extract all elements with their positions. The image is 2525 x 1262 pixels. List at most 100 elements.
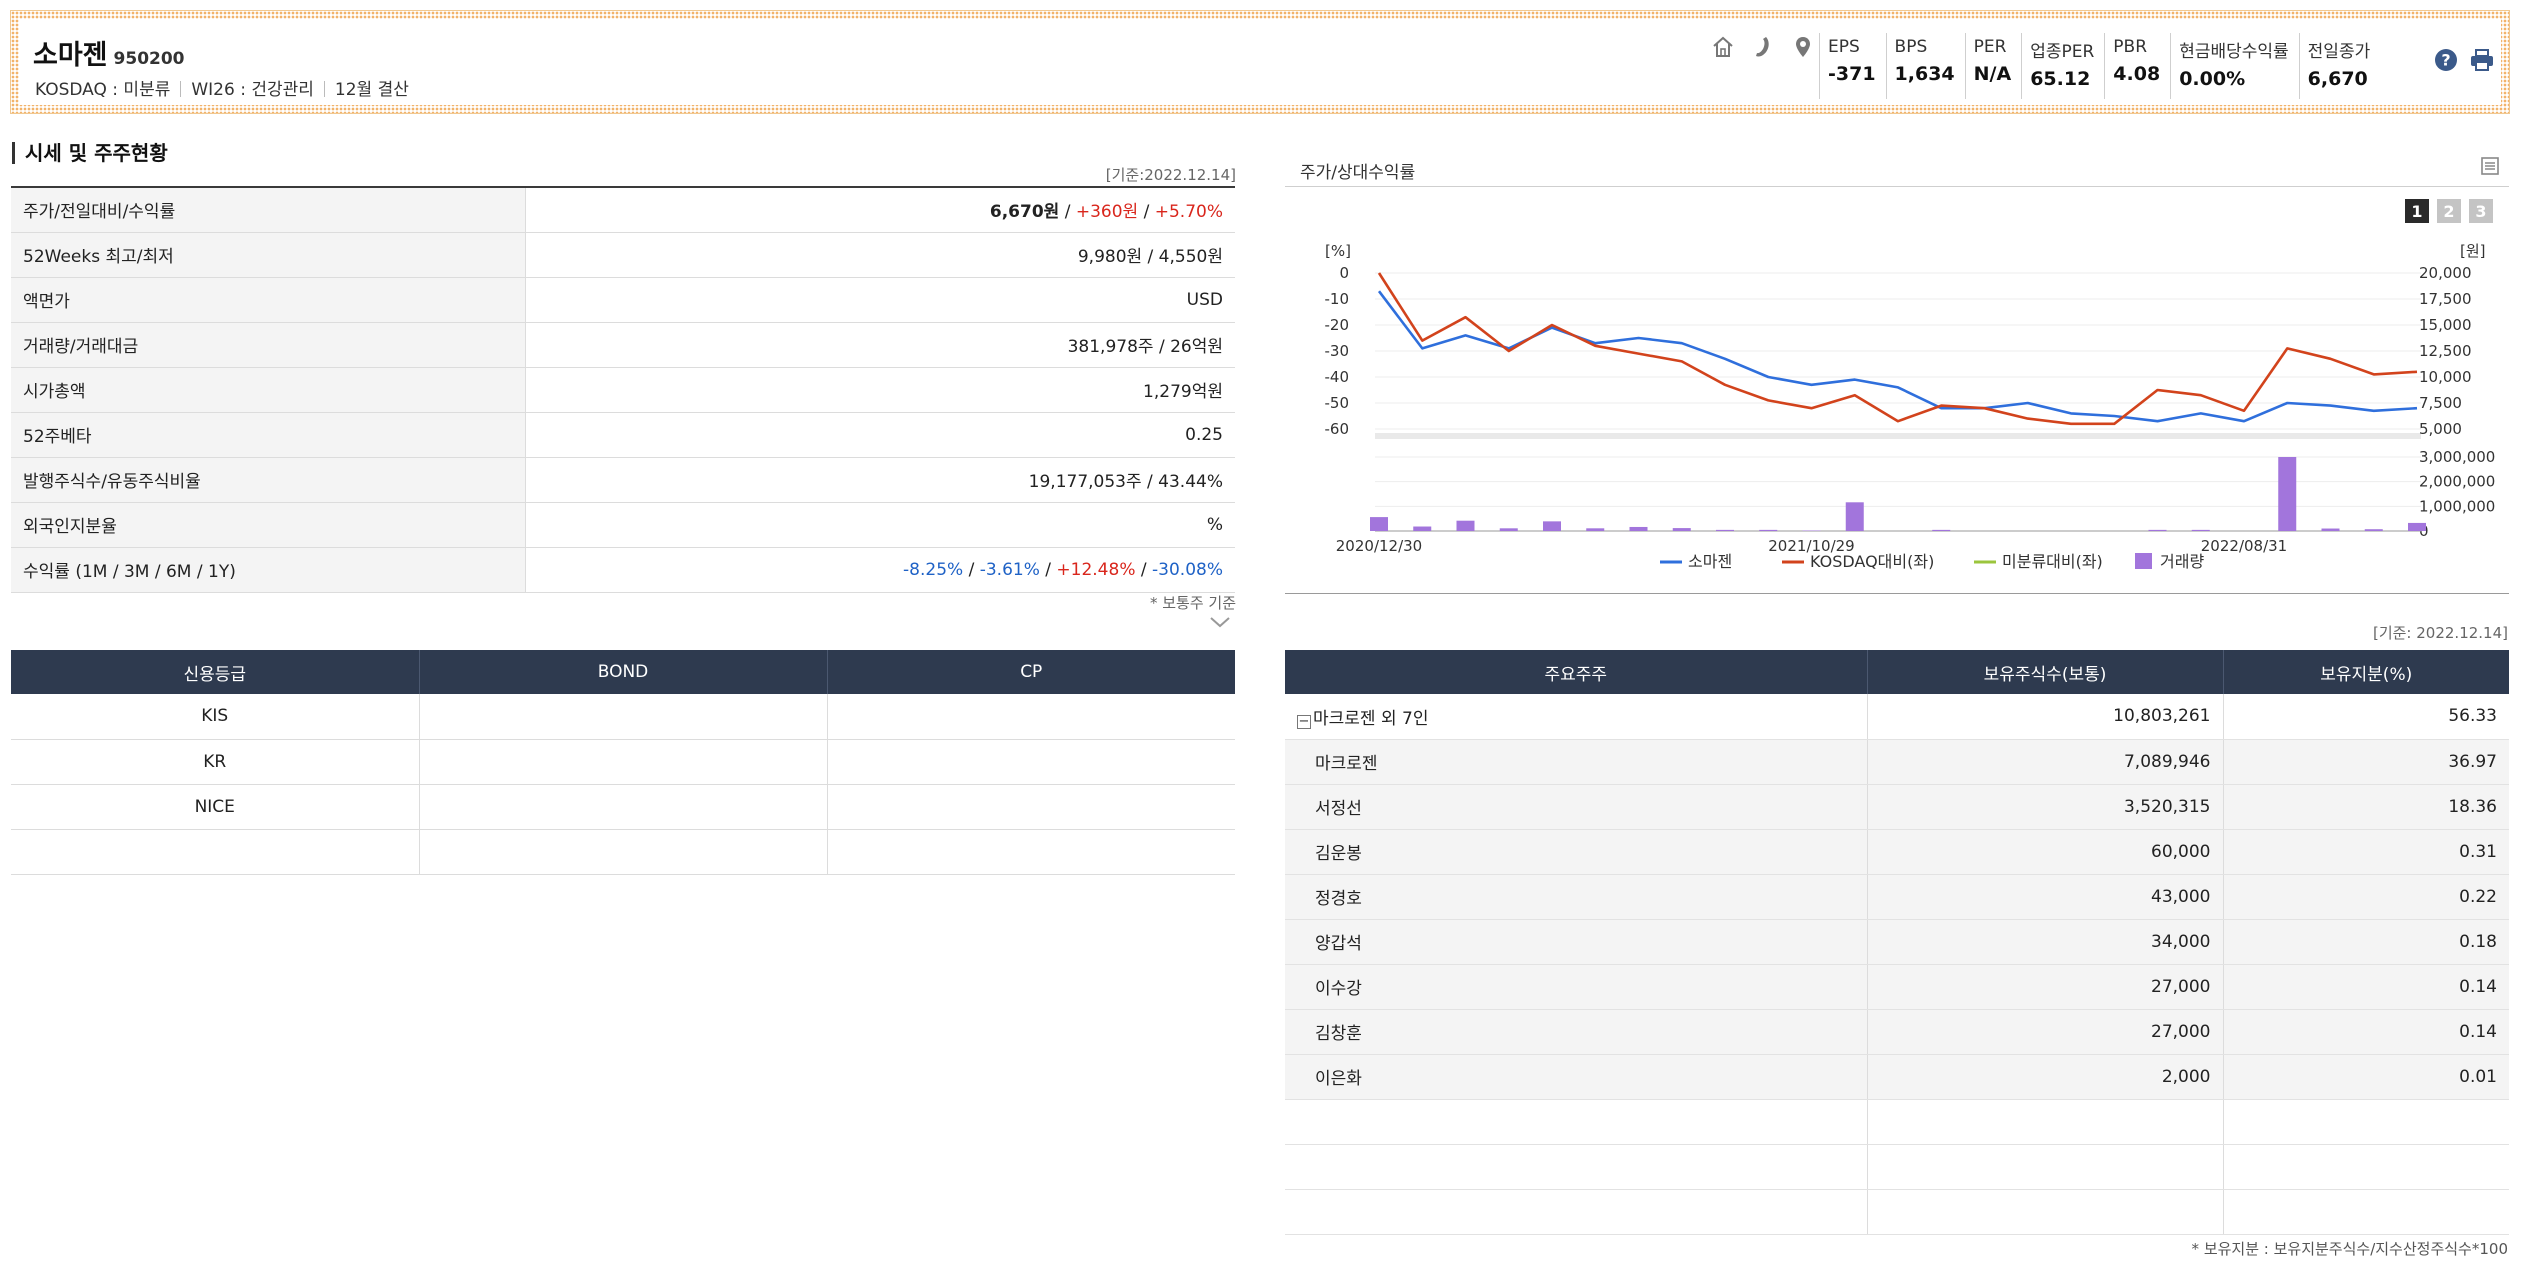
shareholder-group-row[interactable]: − 마크로젠 외 7인 10,803,261 56.33 (1285, 694, 2509, 740)
empty-cell (2223, 1144, 2509, 1190)
shares-held: 27,000 (1867, 1009, 2224, 1055)
chart-tab[interactable]: 3 (2469, 199, 2493, 223)
print-icon[interactable] (2469, 47, 2495, 73)
volume-bar (1932, 529, 1951, 531)
ownership-pct: 56.33 (2223, 694, 2509, 740)
column-header: 신용등급 (11, 650, 420, 694)
value-part: / (963, 559, 980, 580)
volume-tick-label: 1,000,000 (2419, 497, 2495, 515)
metric-per: PER N/A (1964, 33, 2022, 99)
rating-value (419, 784, 828, 830)
phone-icon[interactable] (1751, 35, 1775, 59)
series-line (1377, 290, 2418, 423)
info-row: 시가총액 1,279억원 (11, 367, 1235, 413)
ownership-pct: 0.31 (2223, 829, 2509, 875)
left-tick-label: -10 (1325, 290, 1350, 308)
shares-held: 2,000 (1867, 1054, 2224, 1100)
ownership-pct: 0.18 (2223, 919, 2509, 965)
info-row: 52주베타 0.25 (11, 412, 1235, 458)
shareholders-table: 주요주주 보유주식수(보통) 보유지분(%) − 마크로젠 외 7인 10,803,… (1285, 650, 2509, 1235)
shareholder-row: 정경호 43,000 0.22 (1285, 874, 2509, 920)
help-icon[interactable]: ? (2433, 47, 2459, 73)
chevron-down-icon[interactable] (1208, 614, 1232, 630)
location-icon[interactable] (1791, 35, 1815, 59)
value-part: 381,978주 / 26억원 (1067, 337, 1223, 357)
key-metrics: EPS -371 BPS 1,634 PER N/A 업종PER 65.12 PBR 4.… (1819, 33, 2380, 99)
info-value: 0.25 (525, 412, 1235, 458)
value-part: +5.70% (1154, 202, 1223, 223)
legend-label: KOSDAQ대비(좌) (1810, 552, 1934, 571)
left-tick-label: -20 (1325, 316, 1350, 334)
section-title: 시세 및 주주현황 (12, 142, 168, 164)
right-tick-label: 20,000 (2419, 264, 2472, 282)
volume-bar (1370, 517, 1388, 531)
value-part: % (1206, 514, 1223, 535)
x-tick-label: 2020/12/30 (1336, 537, 1422, 555)
column-header: 보유지분(%) (2223, 650, 2509, 694)
sector-classification: WI26 : 건강관리 (191, 80, 314, 100)
value-part: +360원 (1075, 202, 1139, 223)
volume-bar (2364, 529, 2383, 531)
volume-bar (1759, 529, 1778, 531)
shares-held: 60,000 (1867, 829, 2224, 875)
x-tick-label: 2022/08/31 (2201, 537, 2287, 555)
empty-row (1285, 1144, 2509, 1190)
collapse-icon[interactable]: − (1297, 713, 1311, 729)
volume-bar (2191, 529, 2210, 531)
right-tick-label: 7,500 (2419, 394, 2462, 412)
legend-label: 거래량 (2160, 552, 2204, 571)
value-part: -3.61% (979, 559, 1040, 580)
left-axis-unit: [%] (1325, 242, 1351, 260)
shareholder-name: 서정선 (1285, 784, 1868, 830)
rating-value (419, 739, 828, 785)
shareholder-name: 이은화 (1285, 1054, 1868, 1100)
shareholder-row: 서정선 3,520,315 18.36 (1285, 784, 2509, 830)
column-header: BOND (419, 650, 828, 694)
metric-prev-close: 전일종가 6,670 (2298, 33, 2381, 99)
shareholder-name: 김창훈 (1285, 1009, 1868, 1055)
ownership-pct: 0.14 (2223, 964, 2509, 1010)
rating-value (827, 784, 1235, 830)
left-tick-label: 0 (1339, 264, 1349, 282)
volume-bar (1413, 526, 1432, 531)
pane-separator (1375, 433, 2421, 439)
info-value: % (525, 502, 1235, 548)
metric-value: 0.00% (2179, 68, 2246, 90)
volume-bar (2148, 529, 2167, 531)
volume-bar (1716, 529, 1734, 531)
volume-bar (1629, 526, 1648, 531)
empty-cell (1285, 1144, 1868, 1190)
metric-sector-per: 업종PER 65.12 (2021, 33, 2104, 99)
chart-tab[interactable]: 1 (2405, 199, 2429, 223)
info-row: 액면가 USD (11, 277, 1235, 323)
metric-value: 1,634 (1894, 63, 1955, 85)
legend-label: 소마젠 (1688, 552, 1732, 571)
right-tick-label: 17,500 (2419, 290, 2472, 308)
shareholder-name: 김운봉 (1285, 829, 1868, 875)
shareholder-row: 마크로젠 7,089,946 36.97 (1285, 739, 2509, 785)
legend-swatch (2135, 553, 2152, 569)
common-stock-note: * 보통주 기준 (1149, 594, 1236, 612)
home-icon[interactable] (1711, 35, 1735, 59)
metric-eps: EPS -371 (1819, 33, 1886, 99)
shareholder-name: 정경호 (1285, 874, 1868, 920)
metric-label: 현금배당수익률 (2179, 42, 2289, 62)
value-part: 1,279억원 (1143, 382, 1223, 402)
ownership-pct: 36.97 (2223, 739, 2509, 785)
fiscal-month: 12월 결산 (334, 80, 409, 100)
legend-label: 미분류대비(좌) (2002, 552, 2103, 571)
chart-tab[interactable]: 2 (2437, 199, 2461, 223)
ownership-pct: 0.22 (2223, 874, 2509, 920)
company-meta: KOSDAQ : 미분류 WI26 : 건강관리 12월 결산 (35, 75, 409, 100)
shareholder-name[interactable]: − 마크로젠 외 7인 (1285, 694, 1868, 740)
shares-held: 43,000 (1867, 874, 2224, 920)
basis-date: [기준:2022.12.14] (1105, 166, 1236, 184)
list-icon[interactable] (2480, 156, 2500, 176)
rating-agency (11, 829, 420, 875)
right-axis-unit: [원] (2460, 242, 2486, 260)
value-part: +12.48% (1056, 559, 1136, 580)
divider (180, 81, 182, 97)
info-label: 52Weeks 최고/최저 (11, 232, 526, 278)
metric-value: 65.12 (2030, 68, 2091, 90)
shares-held: 7,089,946 (1867, 739, 2224, 785)
